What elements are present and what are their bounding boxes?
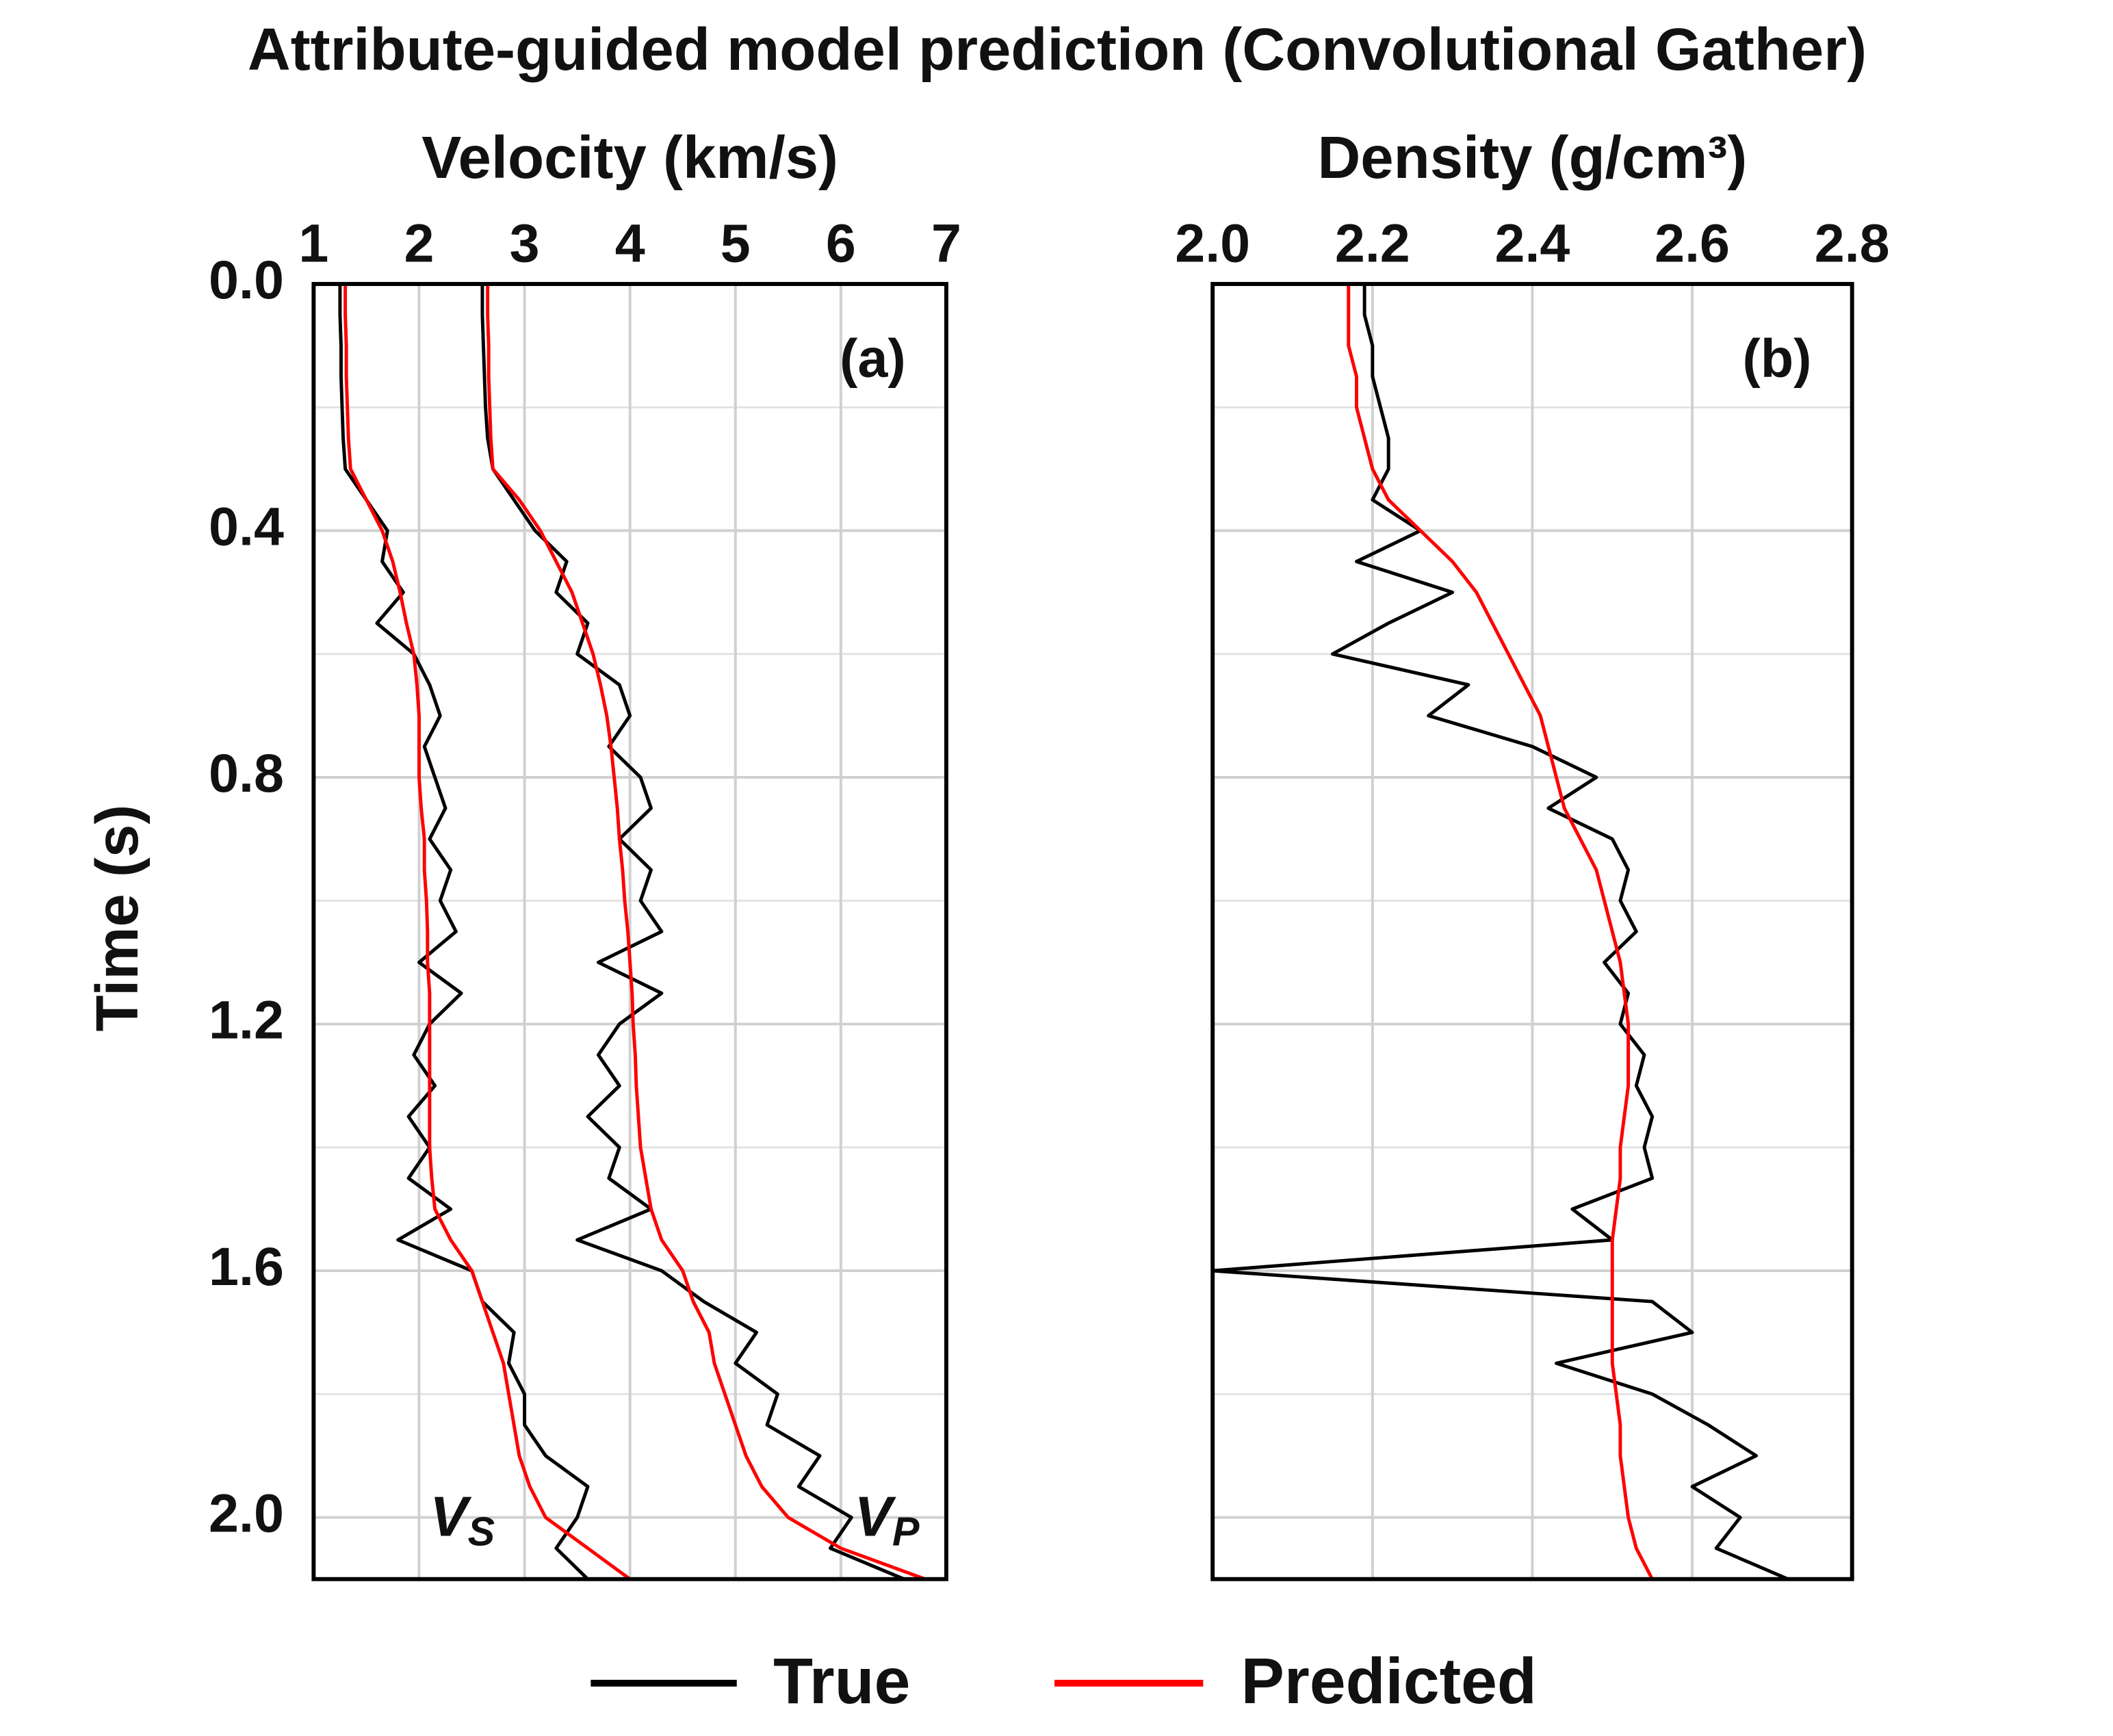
annotation: VP xyxy=(855,1485,920,1554)
x-tick-label: 2.4 xyxy=(1495,213,1570,274)
axis-title: Time (s) xyxy=(84,805,151,1032)
y-tick-label: 2.0 xyxy=(209,1482,284,1543)
y-tick-label: 0.4 xyxy=(209,495,284,556)
x-tick-label: 2 xyxy=(404,213,434,274)
annotation-text: V xyxy=(430,1485,472,1549)
legend-label: True xyxy=(773,1645,910,1718)
x-tick-label: 1 xyxy=(298,213,328,274)
y-tick-label: 0.8 xyxy=(209,742,284,803)
y-tick-label: 1.6 xyxy=(209,1236,284,1297)
x-tick-label: 2.6 xyxy=(1655,213,1730,274)
annotation: VS xyxy=(430,1485,495,1554)
y-tick-label: 1.2 xyxy=(209,989,284,1050)
legend-label: Predicted xyxy=(1241,1645,1537,1718)
plot-frame xyxy=(1210,282,1854,1581)
axis-title: Velocity (km/s) xyxy=(422,125,838,191)
x-tick-label: 5 xyxy=(721,213,751,274)
annotation-subscript: S xyxy=(468,1508,495,1554)
x-tick-label: 2.8 xyxy=(1815,213,1890,274)
annotation-text: V xyxy=(855,1485,897,1549)
panel-label: (b) xyxy=(1743,327,1812,388)
annotation-subscript: P xyxy=(892,1508,920,1554)
figure-title: Attribute-guided model prediction (Convo… xyxy=(248,16,1867,83)
series-line xyxy=(480,284,905,1581)
series-line xyxy=(343,284,632,1581)
series-line xyxy=(338,284,590,1581)
series-line xyxy=(1347,284,1654,1580)
series-line xyxy=(486,284,926,1581)
plot-frame xyxy=(311,282,948,1581)
x-tick-label: 4 xyxy=(615,213,645,274)
panel-label: (a) xyxy=(840,327,906,388)
series-line xyxy=(1210,284,1789,1581)
x-tick-label: 6 xyxy=(826,213,856,274)
x-tick-label: 2.2 xyxy=(1335,213,1410,274)
x-tick-label: 2.0 xyxy=(1175,213,1250,274)
x-tick-label: 7 xyxy=(931,213,961,274)
y-tick-label: 0.0 xyxy=(209,249,284,310)
x-tick-label: 3 xyxy=(510,213,540,274)
axis-title: Density (g/cm³) xyxy=(1318,125,1748,191)
